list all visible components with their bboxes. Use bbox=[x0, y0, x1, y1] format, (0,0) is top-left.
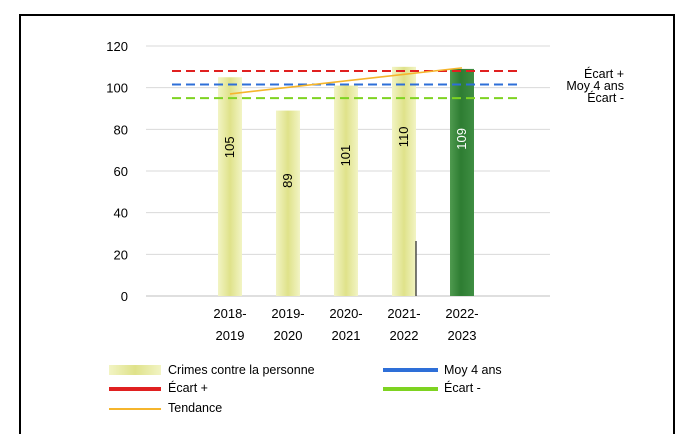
legend-swatch-ecart-plus bbox=[109, 387, 161, 391]
x-tick-label: 2018- bbox=[213, 306, 246, 321]
bar-value-label: 109 bbox=[454, 128, 469, 150]
x-tick-label: 2022- bbox=[445, 306, 478, 321]
x-tick-label: 2022 bbox=[390, 328, 419, 343]
legend-label-moy: Moy 4 ans bbox=[444, 363, 502, 377]
legend-swatch-tendance bbox=[109, 408, 161, 410]
reference-lines bbox=[172, 67, 521, 100]
x-tick-label: 2020- bbox=[329, 306, 362, 321]
y-tick-label: 40 bbox=[114, 206, 128, 221]
x-tick-label: 2021 bbox=[332, 328, 361, 343]
x-tick-label: 2019 bbox=[216, 328, 245, 343]
chart-frame bbox=[19, 14, 675, 434]
bars bbox=[218, 66, 474, 297]
legend-label-crimes: Crimes contre la personne bbox=[168, 363, 315, 377]
y-tick-label: 0 bbox=[121, 289, 128, 304]
x-tick-label: 2023 bbox=[448, 328, 477, 343]
legend-swatch-moy bbox=[383, 368, 438, 372]
reference-line-label: Moy 4 ans bbox=[566, 79, 624, 93]
x-tick-label: 2021- bbox=[387, 306, 420, 321]
reference-line-label: Écart + bbox=[584, 66, 624, 81]
reference-line-label: Écart - bbox=[587, 90, 624, 105]
y-tick-label: 80 bbox=[114, 122, 128, 137]
x-tick-label: 2019- bbox=[271, 306, 304, 321]
y-tick-label: 100 bbox=[106, 81, 128, 96]
legend-label-ecart-plus: Écart + bbox=[168, 381, 208, 395]
bar bbox=[392, 66, 416, 296]
bar-value-label: 110 bbox=[396, 126, 411, 147]
x-tick-label: 2020 bbox=[274, 328, 303, 343]
bar bbox=[276, 110, 300, 296]
y-tick-label: 120 bbox=[106, 39, 128, 54]
bar bbox=[218, 77, 242, 296]
legend-label-tendance: Tendance bbox=[168, 401, 223, 415]
bar-value-label: 105 bbox=[222, 136, 237, 158]
labels: 0 20 40 60 80 100 120 105 89 101 110 109 2018- 2019 20… bbox=[106, 39, 624, 343]
y-tick-label: 60 bbox=[114, 164, 128, 179]
legend-label-ecart-minus: Écart - bbox=[444, 381, 481, 395]
bar bbox=[450, 68, 474, 297]
legend-swatch-crimes bbox=[109, 365, 161, 375]
bar bbox=[334, 85, 358, 296]
trend-line bbox=[229, 67, 463, 95]
legend-swatch-ecart-minus bbox=[383, 387, 438, 391]
bar-value-label: 101 bbox=[338, 145, 353, 167]
y-tick-label: 20 bbox=[114, 247, 128, 262]
bar-value-label: 89 bbox=[280, 173, 295, 187]
